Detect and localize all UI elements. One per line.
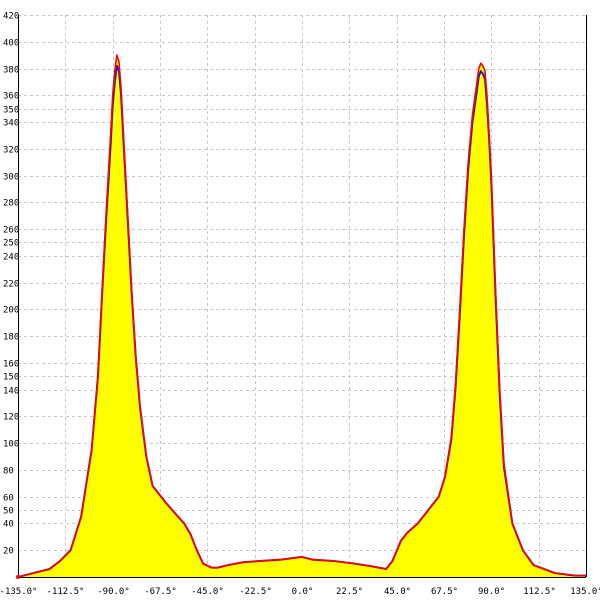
x-tick-label: 0.0°: [292, 587, 314, 597]
y-tick-label: 40: [3, 520, 14, 530]
x-tick-label: -112.5°: [47, 587, 85, 597]
x-tick-label: 90.0°: [478, 587, 505, 597]
x-tick-label: 67.5°: [431, 587, 458, 597]
y-tick-label: 280: [3, 199, 19, 209]
y-tick-label: 350: [3, 106, 19, 116]
series-lines: [17, 54, 587, 578]
y-tick-label: 340: [3, 119, 19, 129]
x-tick-label: -45.0°: [191, 587, 224, 597]
y-tick-label: 240: [3, 253, 19, 263]
x-tick-label: -90.0°: [97, 587, 130, 597]
y-tick-label: 320: [3, 146, 19, 156]
y-tick-label: 60: [3, 494, 14, 504]
y-tick-label: 200: [3, 306, 19, 316]
y-tick-label: 420: [3, 12, 19, 22]
chart-axes: [16, 15, 587, 579]
chart-grid: [18, 15, 586, 577]
y-tick-label: 260: [3, 226, 19, 236]
y-tick-labels: 20 40 50 60 80 100 120 140 150 160 180 200 220 240 250…: [3, 12, 19, 557]
x-tick-label: 112.5°: [523, 587, 556, 597]
y-tick-label: 250: [3, 239, 19, 249]
y-tick-label: 400: [3, 39, 19, 49]
y-tick-label: 160: [3, 360, 19, 370]
x-tick-label: -135.0°: [0, 587, 37, 597]
y-tick-label: 140: [3, 387, 19, 397]
x-tick-label: -67.5°: [144, 587, 177, 597]
y-tick-label: 220: [3, 280, 19, 290]
x-tick-labels: -135.0° -112.5° -90.0° -67.5° -45.0° -22.5° 0.…: [0, 587, 600, 597]
x-tick-label: -22.5°: [239, 587, 272, 597]
x-tick-label: 22.5°: [336, 587, 363, 597]
y-tick-label: 360: [3, 92, 19, 102]
x-tick-label: 45.0°: [384, 587, 411, 597]
y-tick-label: 100: [3, 440, 19, 450]
y-tick-label: 380: [3, 66, 19, 76]
y-tick-label: 20: [3, 547, 14, 557]
y-tick-label: 150: [3, 373, 19, 383]
y-tick-label: 120: [3, 413, 19, 423]
y-tick-label: 300: [3, 173, 19, 183]
filled-area: [18, 55, 586, 577]
y-tick-label: 80: [3, 467, 14, 477]
y-tick-label: 50: [3, 507, 14, 517]
y-tick-label: 180: [3, 333, 19, 343]
x-tick-label: 135.0°: [570, 587, 600, 597]
origin-marker: [16, 575, 20, 579]
red-series-line: [17, 54, 587, 578]
